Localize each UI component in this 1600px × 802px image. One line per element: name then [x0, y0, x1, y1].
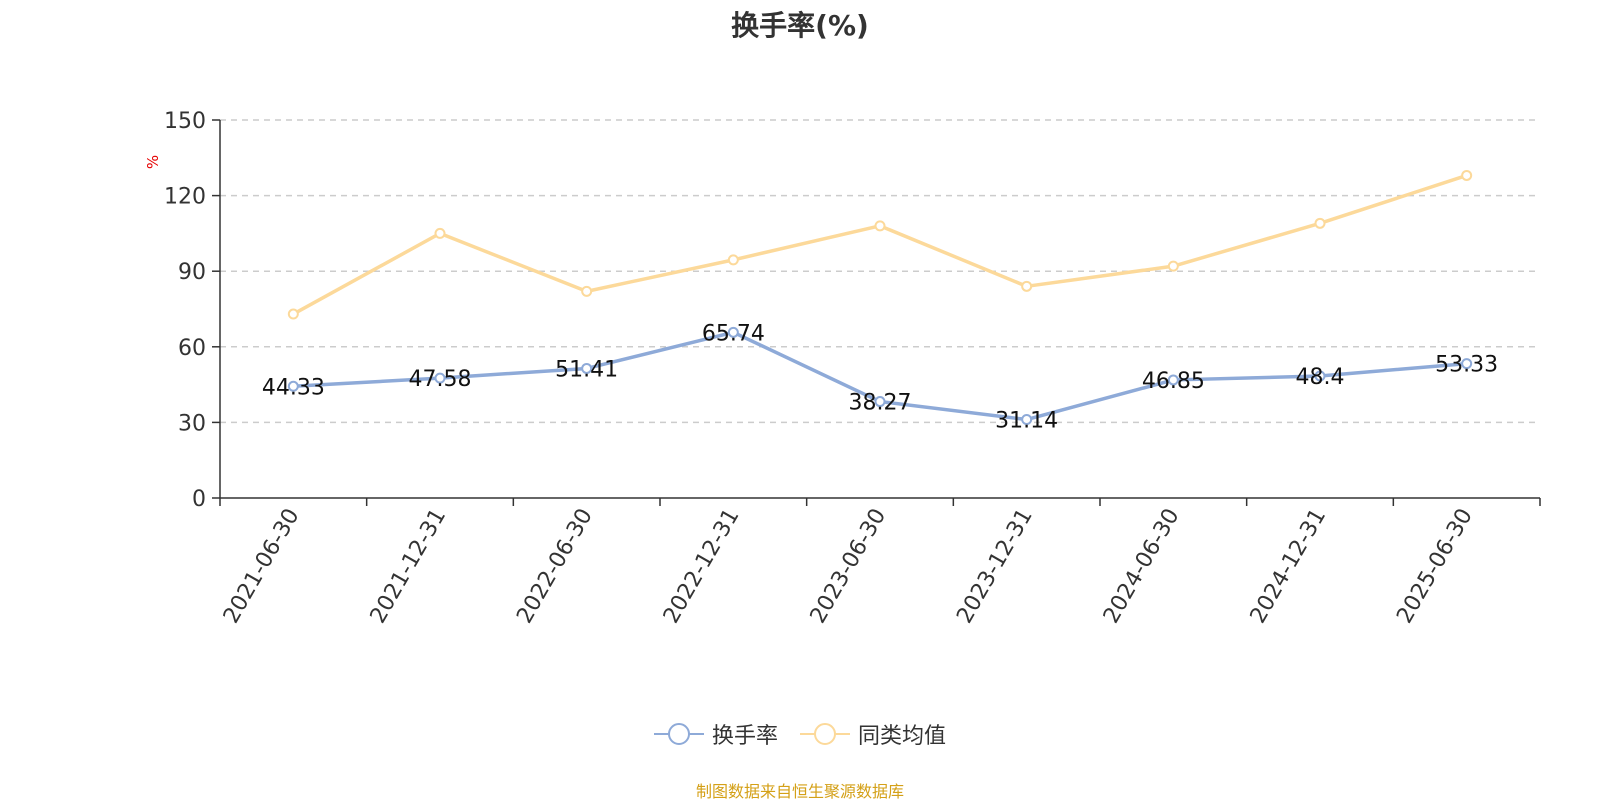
- series-layer: [287, 169, 1473, 426]
- data-point: [287, 308, 299, 320]
- data-label: 44.33: [262, 375, 325, 400]
- data-point: [1021, 414, 1033, 426]
- data-point: [1021, 280, 1033, 292]
- data-point: [1314, 217, 1326, 229]
- data-label: 46.85: [1142, 369, 1205, 394]
- grid-layer: [220, 119, 1540, 424]
- data-point: [1461, 358, 1473, 370]
- x-tick-label: 2022-12-31: [659, 505, 745, 628]
- data-point: [581, 285, 593, 297]
- data-point: [434, 372, 446, 384]
- x-tick-label: 2022-06-30: [512, 505, 598, 628]
- legend-marker-icon: [653, 723, 704, 745]
- x-tick-label: 2021-12-31: [366, 505, 452, 628]
- y-tick-label: 30: [178, 411, 206, 436]
- data-point: [727, 326, 739, 338]
- data-point: [874, 220, 886, 232]
- data-point: [1167, 260, 1179, 272]
- data-label: 48.4: [1296, 365, 1345, 390]
- source-note: 制图数据来自恒生聚源数据库: [695, 782, 904, 801]
- x-tick-label: 2023-12-31: [952, 505, 1038, 628]
- data-point: [727, 254, 739, 266]
- legend: 换手率 同类均值: [0, 718, 1600, 750]
- data-point: [581, 362, 593, 374]
- data-label: 31.14: [995, 409, 1058, 434]
- data-point: [434, 227, 446, 239]
- y-tick-label: 0: [192, 487, 206, 512]
- y-tick-label: 120: [164, 185, 206, 210]
- data-label-layer: 44.33 47.58 51.41 65.74 38.27 31.14 46.85 48.4 5…: [262, 321, 1498, 433]
- data-point: [1461, 169, 1473, 181]
- x-tick-label: 2024-12-31: [1246, 505, 1332, 628]
- data-point: [874, 396, 886, 408]
- y-tick-label: 150: [164, 109, 206, 134]
- chart-title: 换手率(%): [731, 9, 869, 42]
- x-tick-label: 2024-06-30: [1099, 505, 1185, 628]
- data-point: [1314, 370, 1326, 382]
- x-tick-label: 2023-06-30: [806, 505, 892, 628]
- data-point: [1167, 374, 1179, 386]
- data-label: 53.33: [1435, 353, 1498, 378]
- data-label: 38.27: [849, 391, 912, 416]
- legend-item-peer-average[interactable]: 同类均值: [800, 718, 946, 750]
- legend-label: 同类均值: [858, 724, 947, 749]
- y-tick-label: 90: [178, 260, 206, 285]
- legend-marker-icon: [800, 723, 850, 745]
- data-label: 65.74: [702, 321, 765, 346]
- x-tick-label: 2025-06-30: [1392, 505, 1478, 628]
- y-tick-label: 60: [178, 336, 206, 361]
- data-label: 51.41: [555, 357, 618, 382]
- data-point: [287, 380, 299, 392]
- y-axis-unit-label: %: [144, 155, 162, 169]
- data-label: 47.58: [409, 367, 472, 392]
- legend-item-turnover[interactable]: 换手率: [653, 718, 778, 750]
- legend-label: 换手率: [711, 724, 778, 749]
- x-tick-label: 2021-06-30: [219, 505, 305, 628]
